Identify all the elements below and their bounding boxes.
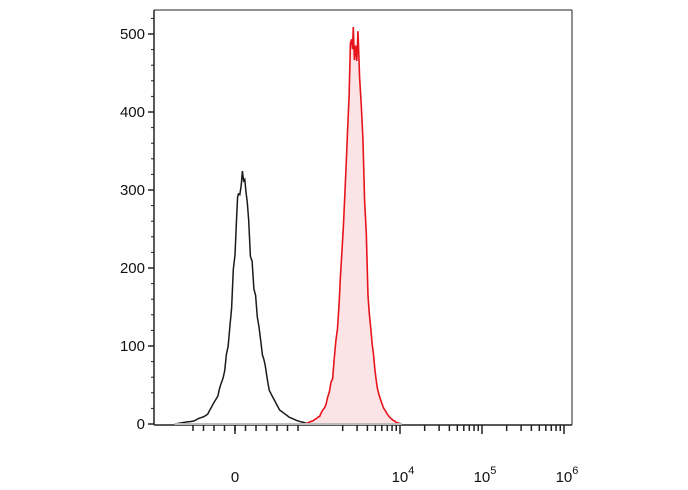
x-tick-label-base: 10: [474, 469, 491, 486]
y-axis: 0 100 200 300 400 500: [120, 17, 154, 433]
x-tick-label-base: 0: [231, 469, 239, 486]
x-tick-label-base: 10: [392, 469, 409, 486]
x-tick-label-exponent: 5: [490, 465, 496, 477]
y-tick-label: 0: [137, 416, 145, 433]
x-tick-label-exponent: 4: [408, 465, 414, 477]
series-layer: [174, 26, 402, 425]
y-tick-label: 400: [120, 104, 145, 121]
y-tick-label: 300: [120, 182, 145, 199]
control-histogram-line: [174, 171, 310, 425]
stained-histogram-fill: [304, 27, 402, 424]
x-tick-label: 105: [474, 465, 497, 486]
y-tick-label: 200: [120, 260, 145, 277]
y-tick-label: 100: [120, 338, 145, 355]
y-tick-label: 500: [120, 26, 145, 43]
x-tick-label: 106: [556, 465, 579, 486]
x-tick-label: 104: [392, 465, 415, 486]
x-tick-label-base: 10: [556, 469, 573, 486]
x-tick-label: 0: [231, 469, 239, 486]
x-tick-label-exponent: 6: [572, 465, 578, 477]
stained-histogram-line: [304, 26, 402, 425]
x-minor-ticks: [192, 425, 561, 431]
x-axis: 0 104 105 106: [231, 425, 579, 486]
